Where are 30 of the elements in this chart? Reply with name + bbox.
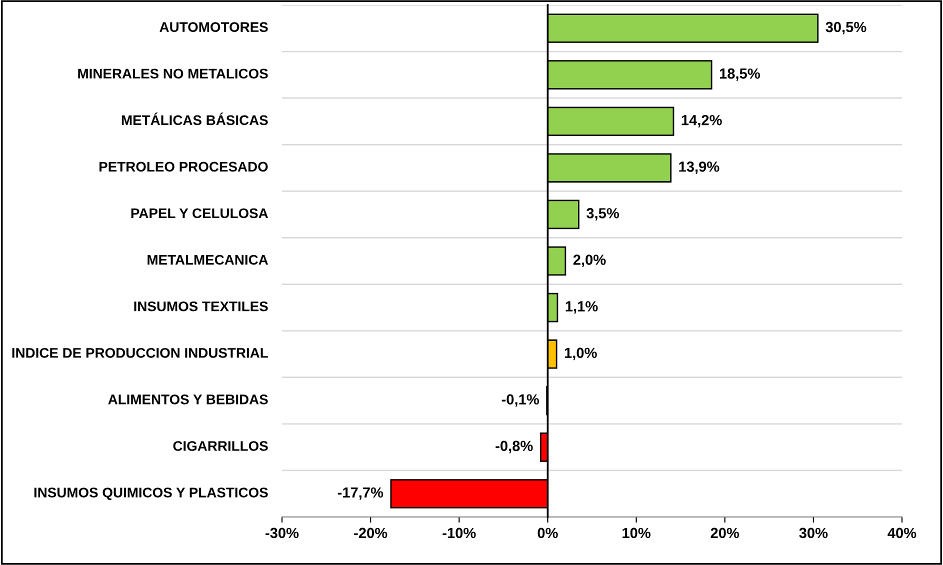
data-label: -17,7% xyxy=(338,487,384,500)
y-tick-label: METÁLICAS BÁSICAS xyxy=(122,112,268,126)
data-label: 13,9% xyxy=(679,161,720,174)
data-label: 1,1% xyxy=(566,301,598,314)
data-label: -0,8% xyxy=(496,440,533,454)
x-tick-label: -30% xyxy=(266,528,299,538)
data-label: 2,0% xyxy=(573,254,606,268)
data-label: 1,0% xyxy=(564,348,597,360)
x-tick-label: 30% xyxy=(799,528,828,538)
y-tick-label: INSUMOS QUIMICOS Y PLASTICOS xyxy=(34,488,268,500)
data-label: 30,5% xyxy=(826,22,866,34)
y-tick-label: INSUMOS TEXTILES xyxy=(134,301,268,312)
y-tick-label: AUTOMOTORES xyxy=(160,22,268,32)
y-tick-label: INDICE DE PRODUCCION INDUSTRIAL xyxy=(12,348,268,358)
data-label: 14,2% xyxy=(682,114,722,128)
x-tick-label: -20% xyxy=(354,528,388,538)
y-tick-label: PAPEL Y CELULOSA xyxy=(131,208,268,218)
y-tick-label: MINERALES NO METALICOS xyxy=(78,68,268,79)
x-tick-label: 20% xyxy=(710,528,740,538)
data-label: 3,5% xyxy=(586,208,620,220)
data-label: -0,1% xyxy=(502,394,540,407)
y-tick-label: PETROLEO PROCESADO xyxy=(100,162,268,172)
x-tick-label: 40% xyxy=(888,528,916,538)
y-tick-label: CIGARRILLOS xyxy=(173,441,268,451)
x-tick-label: 0% xyxy=(538,528,558,538)
x-tick-label: -10% xyxy=(442,528,476,538)
data-label: 18,5% xyxy=(720,68,760,81)
y-tick-label: METALMECANICA xyxy=(148,254,268,265)
x-tick-label: 10% xyxy=(622,528,650,538)
y-tick-label: ALIMENTOS Y BEBIDAS xyxy=(108,394,268,404)
